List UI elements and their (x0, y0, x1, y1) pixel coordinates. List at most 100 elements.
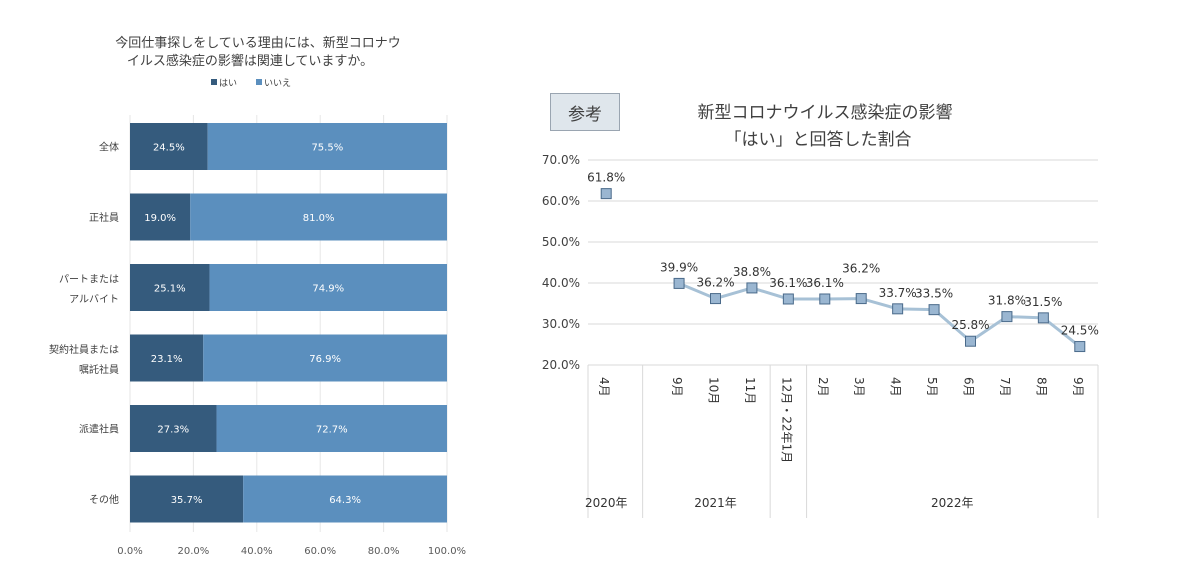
bar-label-no: 74.9% (312, 284, 344, 295)
right-y-tick-label: 70.0% (542, 153, 580, 167)
bar-no (203, 334, 447, 382)
right-category-label: 2月 (816, 377, 830, 397)
right-series-line (678, 282, 1081, 348)
right-data-point (1001, 311, 1013, 323)
right-category-label: 12月・22年1月 (779, 377, 793, 463)
right-data-point (600, 188, 612, 200)
legend-swatch-yes (211, 79, 217, 85)
bar-yes (130, 475, 244, 523)
right-category-label: 5月 (925, 377, 939, 397)
right-gridlines (588, 159, 1098, 366)
right-category-label-group: 9月 (1071, 377, 1085, 397)
right-y-tick-labels: 20.0% 30.0% 40.0% 50.0% 60.0% 70.0% (542, 153, 580, 372)
right-year-label: 2022年 (931, 496, 974, 510)
right-data-label: 33.7% (879, 286, 917, 300)
right-category-label-group: 2月 (816, 377, 830, 397)
right-series-polyline (678, 282, 1081, 348)
right-category-label: 4月 (889, 377, 903, 397)
right-data-label: 36.1% (806, 276, 844, 290)
bar-label-no: 76.9% (309, 354, 341, 365)
right-data-label: 36.1% (769, 276, 807, 290)
right-data-label: 33.5% (915, 287, 953, 301)
right-y-tick-label: 40.0% (542, 276, 580, 290)
right-data-point (965, 335, 976, 347)
right-data-point (1074, 341, 1086, 353)
x-tick-label: 60.0% (304, 546, 336, 557)
right-category-label-group: 4月 (597, 377, 611, 397)
right-y-tick-label: 60.0% (542, 194, 580, 208)
right-category-label-group: 8月 (1034, 377, 1048, 397)
right-data-label: 31.5% (1024, 295, 1062, 309)
category-label: 派遣社員 (79, 423, 119, 436)
legend-label-no: いいえ (264, 78, 291, 89)
right-data-point (1037, 312, 1049, 324)
left-chart-title-line2: イルス感染症の影響は関連していますか。 (127, 53, 373, 69)
right-data-labels: 61.8%39.9%36.2%38.8%36.1%36.1%36.2%33.7%… (587, 171, 1099, 338)
bar-label-yes: 24.5% (153, 143, 185, 154)
bar-yes (130, 405, 217, 452)
right-category-label: 11月 (743, 377, 757, 404)
right-y-tick-label: 30.0% (542, 317, 580, 331)
bar-yes (130, 334, 204, 382)
right-category-label: 9月 (1071, 377, 1085, 397)
bar-label-no: 64.3% (329, 495, 361, 506)
right-category-label: 9月 (670, 377, 684, 397)
x-tick-label: 80.0% (368, 546, 400, 557)
bar-no (243, 475, 447, 523)
left-chart-title-line1: 今回仕事探しをしている理由には、新型コロナウ (115, 35, 401, 51)
bar-no (216, 405, 447, 452)
right-data-label: 39.9% (660, 260, 698, 274)
right-line-chart-panel: 参考 新型コロナウイルス感染症の影響 「はい」と回答した割合 20.0% 30.0… (520, 0, 1200, 577)
reference-badge: 参考 (550, 93, 620, 131)
right-data-point (819, 293, 831, 305)
right-category-label-group: 7月 (998, 377, 1012, 397)
right-data-label: 24.5% (1061, 324, 1099, 338)
bar-label-no: 75.5% (311, 143, 343, 154)
right-data-point (855, 293, 867, 305)
right-category-label-group: 10月 (707, 377, 721, 404)
category-label: 契約社員または (49, 343, 119, 356)
right-category-label: 6月 (962, 377, 976, 397)
right-data-label: 36.2% (842, 262, 880, 276)
right-category-label-group: 12月・22年1月 (779, 377, 793, 463)
legend-swatch-no (256, 79, 262, 85)
category-label: 嘱託社員 (79, 363, 119, 376)
right-category-label-group: 5月 (925, 377, 939, 397)
right-data-point (673, 277, 685, 289)
left-x-tick-labels: 0.0% 20.0% 40.0% 60.0% 80.0% 100.0% (117, 546, 466, 557)
right-category-label-group: 4月 (889, 377, 903, 397)
right-chart-title-line2: 「はい」と回答した割合 (725, 130, 912, 150)
bar-label-no: 81.0% (303, 213, 335, 224)
bar-label-no: 72.7% (316, 425, 348, 436)
left-legend: はい いいえ (211, 78, 291, 89)
bar-no (207, 123, 447, 170)
x-tick-label: 40.0% (241, 546, 273, 557)
right-year-label: 2020年 (585, 496, 628, 510)
right-category-label-group: 6月 (962, 377, 976, 397)
left-gridlines (129, 115, 448, 532)
right-y-tick-label: 50.0% (542, 235, 580, 249)
bar-yes (130, 193, 191, 241)
category-label: その他 (89, 493, 119, 506)
right-year-label: 2021年 (694, 496, 737, 510)
category-label: 正社員 (89, 211, 119, 224)
right-category-label: 7月 (998, 377, 1012, 397)
bar-no (209, 264, 447, 311)
right-category-label: 3月 (852, 377, 866, 397)
left-bars: 24.5% 75.5% 19.0% 81.0% 25.1% 74.9% 23.1% 76.9%… (130, 123, 448, 523)
bar-label-yes: 27.3% (157, 425, 189, 436)
right-y-tick-label: 20.0% (542, 358, 580, 372)
right-category-label-group: 9月 (670, 377, 684, 397)
x-tick-label: 100.0% (428, 546, 466, 557)
right-data-point (746, 282, 758, 294)
category-label: パートまたは (59, 274, 119, 286)
right-data-label: 31.8% (988, 294, 1026, 308)
right-data-point (782, 293, 794, 305)
x-tick-label: 0.0% (117, 546, 142, 557)
right-data-point (892, 303, 904, 315)
category-label: 全体 (99, 141, 119, 154)
bar-label-yes: 23.1% (151, 354, 183, 365)
left-bar-chart: 今回仕事探しをしている理由には、新型コロナウ イルス感染症の影響は関連しています… (49, 35, 466, 557)
right-data-point (928, 304, 940, 316)
